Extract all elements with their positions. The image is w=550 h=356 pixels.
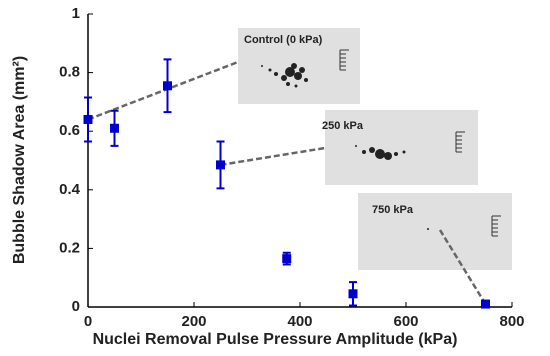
annotation: Control (0 kPa) [244,34,323,46]
bubble [427,228,429,230]
point [282,254,292,264]
bubble-cloud [261,63,308,88]
y-tick-label: 0.8 [59,64,80,81]
x-tick-label: 200 [181,313,206,330]
annotation: 750 kPa [372,204,414,216]
inset-images [238,28,512,270]
scale-bars [339,49,501,237]
y-tick-label: 0.6 [59,122,80,139]
x-tick-label: 600 [393,313,418,330]
y-axis-label: Bubble Shadow Area (mm²) [11,56,28,264]
point [348,289,358,299]
y-tick-label: 0.2 [59,239,80,256]
x-tick-label: 400 [287,313,312,330]
x-tick-label: 0 [84,313,92,330]
inset-750 [358,193,512,270]
point [163,81,172,91]
x-axis-label: Nuclei Removal Pulse Pressure Amplitude … [93,331,458,348]
x-tick-label: 800 [499,313,524,330]
point [216,160,225,170]
inset-250 [325,110,478,185]
point [110,123,119,133]
y-tick-label: 1 [72,5,80,22]
point [481,299,490,309]
connector [220,146,326,167]
annotation: 250 kPa [322,120,364,132]
point [83,114,93,124]
y-tick-label: 0 [72,298,80,315]
bubble-cloud [355,145,406,160]
connector [438,229,487,305]
y-tick-label: 0.4 [59,181,81,198]
